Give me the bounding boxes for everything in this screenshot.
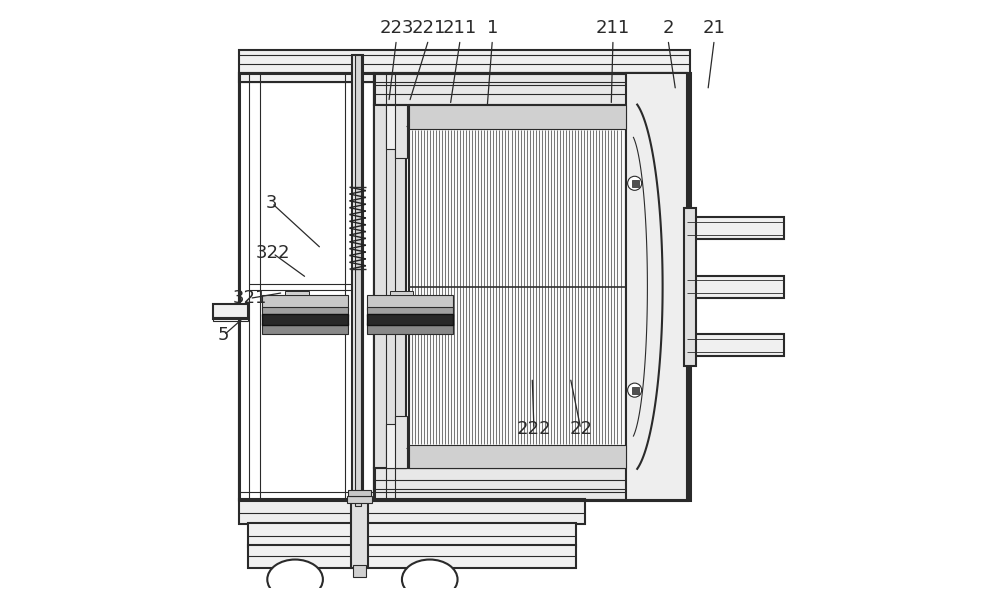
Bar: [248, 545, 576, 568]
Bar: [239, 73, 374, 501]
Bar: [374, 73, 687, 105]
Bar: [684, 207, 696, 366]
Bar: [262, 314, 348, 325]
Bar: [367, 323, 453, 333]
Bar: [632, 180, 639, 187]
Bar: [632, 387, 639, 394]
Text: 211: 211: [596, 19, 630, 37]
Bar: [390, 291, 413, 296]
Bar: [347, 496, 372, 504]
Bar: [239, 50, 690, 82]
Bar: [213, 304, 248, 319]
Circle shape: [628, 383, 642, 397]
Bar: [687, 275, 784, 298]
Text: 222: 222: [517, 420, 551, 438]
Bar: [348, 491, 371, 496]
Bar: [687, 334, 784, 356]
Text: 1: 1: [487, 19, 498, 37]
Bar: [367, 307, 453, 316]
Ellipse shape: [267, 560, 323, 591]
Text: 211: 211: [443, 19, 477, 37]
Text: 22: 22: [569, 420, 592, 438]
Text: 223: 223: [379, 19, 414, 37]
Bar: [409, 105, 626, 129]
Bar: [351, 501, 368, 568]
Text: 21: 21: [703, 19, 726, 37]
Text: 221: 221: [411, 19, 446, 37]
Bar: [395, 415, 407, 468]
Ellipse shape: [402, 560, 458, 591]
Text: 2: 2: [662, 19, 674, 37]
Bar: [367, 314, 453, 325]
Bar: [409, 445, 626, 468]
Bar: [374, 73, 687, 501]
Bar: [374, 105, 406, 468]
Text: 322: 322: [256, 244, 290, 262]
Bar: [386, 105, 406, 149]
Bar: [687, 217, 784, 239]
Bar: [239, 73, 690, 501]
Bar: [626, 73, 687, 501]
Text: 5: 5: [218, 326, 229, 345]
Bar: [374, 468, 687, 501]
Text: 3: 3: [266, 194, 277, 212]
Bar: [353, 565, 366, 576]
Bar: [262, 296, 348, 310]
Bar: [367, 296, 453, 310]
Text: 321: 321: [232, 290, 267, 307]
Bar: [213, 317, 248, 322]
Bar: [285, 291, 309, 296]
Bar: [239, 499, 585, 524]
Bar: [262, 307, 348, 316]
Bar: [355, 56, 361, 506]
Bar: [395, 105, 407, 158]
Bar: [409, 105, 626, 468]
Bar: [352, 56, 363, 506]
Bar: [262, 323, 348, 333]
Bar: [248, 522, 576, 547]
Circle shape: [628, 176, 642, 190]
Bar: [386, 424, 406, 468]
